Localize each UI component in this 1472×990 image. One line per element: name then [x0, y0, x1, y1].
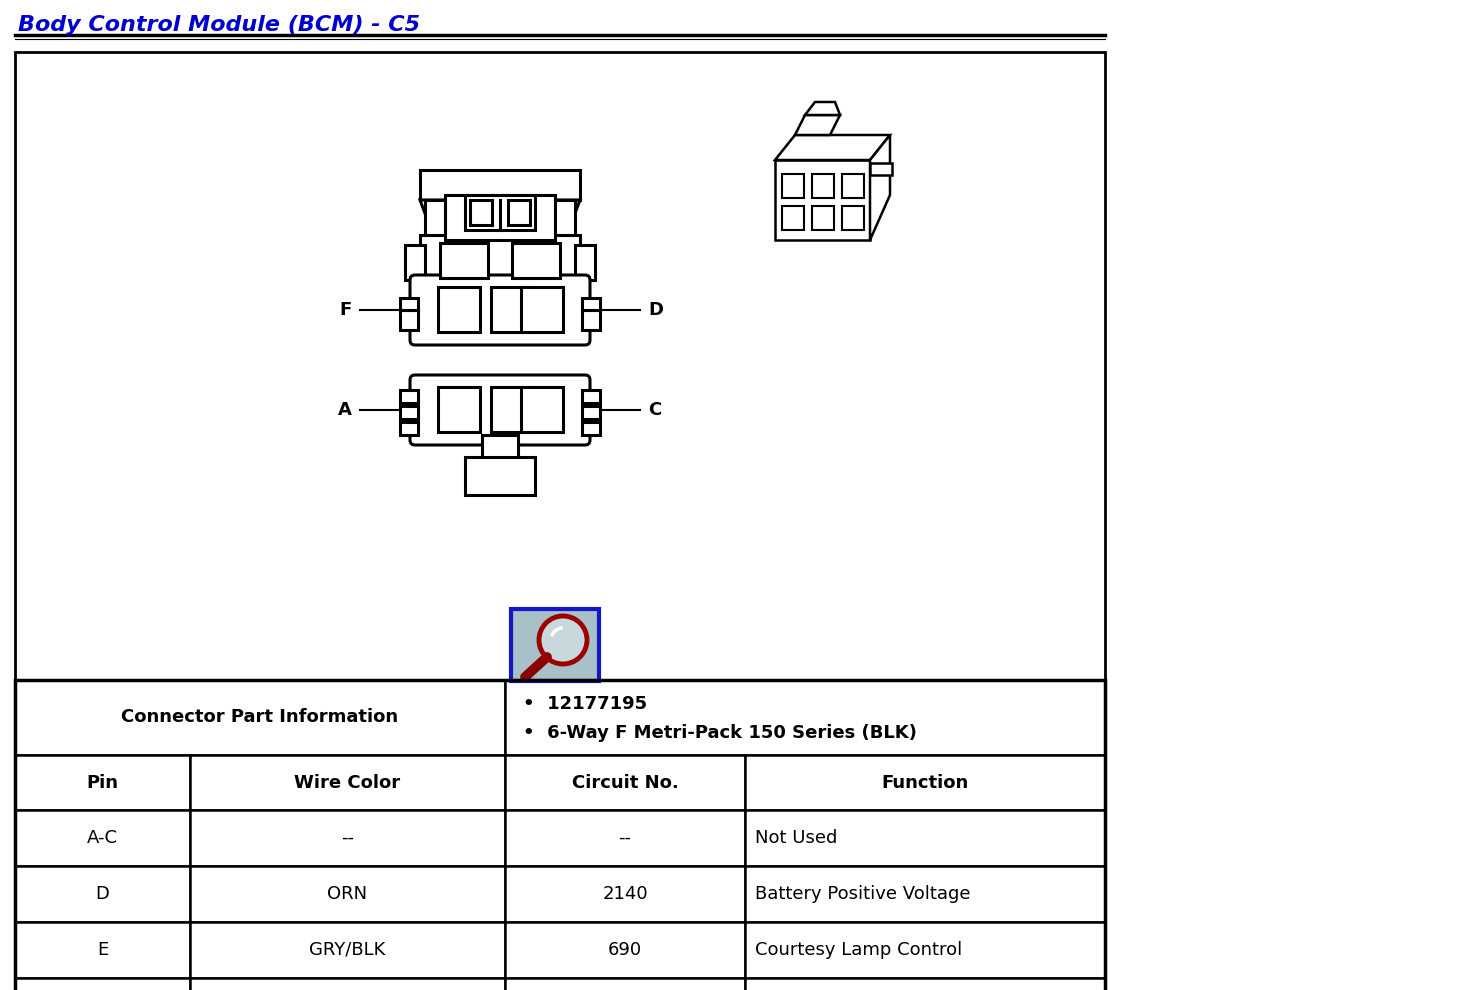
- Bar: [745, 978, 1105, 990]
- Bar: [782, 174, 804, 198]
- Bar: [842, 206, 864, 230]
- Text: A-C: A-C: [87, 829, 118, 847]
- Text: Function: Function: [882, 773, 969, 791]
- Text: •  12177195: • 12177195: [523, 695, 648, 713]
- Bar: [15, 922, 190, 978]
- Bar: [505, 866, 745, 922]
- Bar: [190, 978, 505, 990]
- Bar: [445, 195, 555, 240]
- Polygon shape: [420, 200, 580, 240]
- Bar: [521, 287, 562, 332]
- Bar: [470, 200, 492, 225]
- Bar: [400, 390, 418, 403]
- Bar: [505, 810, 745, 866]
- Text: E: E: [97, 941, 107, 959]
- Bar: [581, 406, 601, 419]
- Text: --: --: [618, 829, 631, 847]
- Text: C: C: [648, 401, 661, 419]
- Polygon shape: [805, 102, 841, 115]
- Text: 690: 690: [608, 941, 642, 959]
- Bar: [400, 310, 418, 330]
- Bar: [492, 387, 533, 432]
- Bar: [512, 243, 559, 278]
- Bar: [813, 174, 835, 198]
- Polygon shape: [774, 135, 891, 160]
- Text: D: D: [96, 885, 109, 903]
- Bar: [465, 457, 534, 495]
- Bar: [15, 52, 1105, 680]
- Text: Battery Positive Voltage: Battery Positive Voltage: [755, 885, 970, 903]
- Bar: [420, 235, 580, 285]
- Bar: [15, 810, 190, 866]
- Bar: [505, 680, 1105, 755]
- Bar: [15, 680, 505, 755]
- Bar: [505, 755, 745, 810]
- Bar: [440, 243, 489, 278]
- Bar: [439, 287, 480, 332]
- Bar: [745, 810, 1105, 866]
- Bar: [400, 298, 418, 310]
- Bar: [15, 755, 190, 810]
- Polygon shape: [795, 115, 841, 135]
- Bar: [505, 978, 745, 990]
- Bar: [511, 609, 599, 681]
- Bar: [492, 287, 533, 332]
- Text: Courtesy Lamp Control: Courtesy Lamp Control: [755, 941, 963, 959]
- Bar: [190, 755, 505, 810]
- Text: Connector Part Information: Connector Part Information: [121, 709, 399, 727]
- Bar: [782, 206, 804, 230]
- Text: 2140: 2140: [602, 885, 648, 903]
- Text: Body Control Module (BCM) - C5: Body Control Module (BCM) - C5: [18, 15, 420, 35]
- Bar: [405, 245, 425, 280]
- Bar: [581, 390, 601, 403]
- Text: Wire Color: Wire Color: [294, 773, 400, 791]
- Bar: [745, 755, 1105, 810]
- Bar: [15, 978, 190, 990]
- Bar: [190, 922, 505, 978]
- Bar: [15, 866, 190, 922]
- Polygon shape: [870, 135, 891, 240]
- Text: Not Used: Not Used: [755, 829, 838, 847]
- Text: GRY/BLK: GRY/BLK: [309, 941, 386, 959]
- Text: ORN: ORN: [327, 885, 368, 903]
- Text: D: D: [648, 301, 662, 319]
- Text: A: A: [339, 401, 352, 419]
- Bar: [465, 195, 534, 230]
- FancyBboxPatch shape: [411, 275, 590, 345]
- Bar: [439, 387, 480, 432]
- Text: --: --: [342, 829, 353, 847]
- Bar: [15, 680, 1105, 990]
- Bar: [576, 245, 595, 280]
- Text: Pin: Pin: [87, 773, 119, 791]
- Bar: [420, 170, 580, 200]
- Bar: [521, 387, 562, 432]
- Bar: [481, 435, 518, 460]
- Bar: [581, 298, 601, 310]
- Bar: [745, 866, 1105, 922]
- Circle shape: [539, 616, 587, 664]
- FancyBboxPatch shape: [411, 375, 590, 445]
- Bar: [508, 200, 530, 225]
- Bar: [400, 406, 418, 419]
- Bar: [190, 810, 505, 866]
- Bar: [555, 200, 576, 235]
- Text: •  6-Way F Metri-Pack 150 Series (BLK): • 6-Way F Metri-Pack 150 Series (BLK): [523, 724, 917, 742]
- Bar: [190, 866, 505, 922]
- Bar: [505, 922, 745, 978]
- Bar: [870, 163, 892, 175]
- Bar: [400, 422, 418, 435]
- Bar: [813, 206, 835, 230]
- Bar: [745, 922, 1105, 978]
- Bar: [842, 174, 864, 198]
- Bar: [581, 310, 601, 330]
- Bar: [774, 160, 870, 240]
- Text: F: F: [340, 301, 352, 319]
- Text: Circuit No.: Circuit No.: [571, 773, 679, 791]
- Bar: [425, 200, 445, 235]
- Bar: [581, 422, 601, 435]
